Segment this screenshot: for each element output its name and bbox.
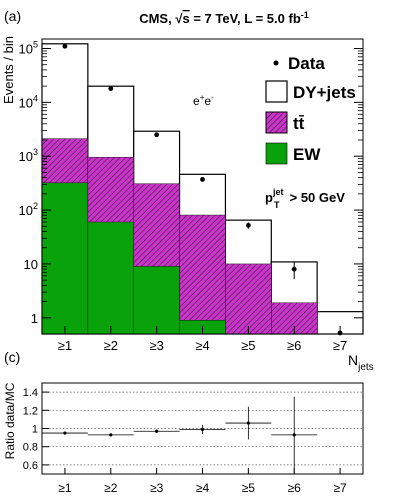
- bar-ew-1: [41, 182, 89, 335]
- legend-dy-swatch: [265, 80, 288, 103]
- top-axes: 1 10 102 103 104 105 ≥1 ≥2 ≥3 ≥4 ≥5 ≥6 ≥7: [19, 39, 363, 353]
- bar-ttbar-5: [225, 263, 272, 335]
- legend-item-dy: DY+jets: [265, 80, 356, 103]
- y-tick-label-1: 1: [31, 311, 38, 326]
- x-tick-label-top-5: ≥5: [241, 338, 255, 353]
- x-tick-label-top-1: ≥1: [58, 338, 72, 353]
- data-point-4: [200, 177, 205, 182]
- data-point-5: [245, 222, 251, 228]
- ratio-point-4: [200, 427, 205, 432]
- ratio-y-tick-label-5: 1.4: [23, 387, 38, 399]
- ratio-x-tick-label-6: ≥6: [288, 481, 302, 495]
- legend-item-ew: EW: [265, 142, 321, 165]
- ratio-x-tick-label-2: ≥2: [104, 481, 118, 495]
- ratio-point-5: [246, 421, 250, 425]
- ratio-x-tick-label-7: ≥7: [333, 481, 347, 495]
- bar-ew-3: [133, 266, 180, 335]
- channel-annotation: e+e-: [193, 93, 214, 108]
- x-axis-label-top: Njets: [348, 352, 374, 373]
- panel-tag-top: (a): [4, 8, 21, 24]
- x-tick-label-top-4: ≥4: [195, 338, 209, 353]
- legend-item-ttbar: tt̄: [265, 111, 305, 134]
- ratio-y-tick-label-4: 1.2: [23, 405, 38, 417]
- ratio-point-6: [292, 433, 296, 437]
- y-axis-label-bottom: Ratio data/MC: [3, 382, 17, 459]
- y-tick-label-5: 104: [19, 93, 38, 110]
- x-tick-label-top-6: ≥6: [287, 338, 301, 353]
- data-point-6: [291, 266, 297, 272]
- y-tick-label-4: 103: [19, 147, 38, 164]
- ratio-x-tick-label-4: ≥4: [196, 481, 210, 495]
- x-tick-label-top-2: ≥2: [104, 338, 118, 353]
- legend-ew-label: EW: [293, 145, 321, 164]
- ratio-points: [42, 396, 318, 474]
- y-tick-label-3: 102: [19, 201, 38, 218]
- x-tick-label-top-7: ≥7: [333, 338, 347, 353]
- ratio-grid: [42, 391, 363, 466]
- bar-ew-2: [87, 221, 134, 335]
- legend-ttbar-label: tt̄: [293, 114, 305, 133]
- y-tick-label-6: 105: [19, 39, 38, 56]
- ratio-y-tick-label-2: 0.8: [23, 442, 38, 454]
- bar-ttbar-4: [179, 214, 226, 335]
- data-point-1: [62, 43, 68, 49]
- legend-dy-label: DY+jets: [293, 83, 356, 102]
- ratio-y-tick-label-1: 0.6: [23, 460, 38, 472]
- ratio-point-3: [155, 429, 159, 433]
- ratio-x-tick-label-1: ≥1: [58, 481, 72, 495]
- y-tick-label-2: 10: [24, 257, 38, 272]
- legend: Data DY+jets tt̄ EW: [265, 54, 356, 165]
- chart-title: CMS, √s = 7 TeV, L = 5.0 fb-1: [139, 10, 309, 26]
- data-point-2: [108, 86, 114, 91]
- legend-item-data: Data: [273, 54, 325, 73]
- ratio-point-2: [109, 433, 113, 437]
- data-point-3: [154, 132, 160, 138]
- ratio-x-tick-label-3: ≥3: [150, 481, 164, 495]
- legend-ew-swatch: [265, 142, 288, 165]
- ratio-y-tick-label-3: 1: [32, 424, 38, 436]
- plot-frame-bottom: [41, 382, 364, 475]
- y-axis-label-top: Events / bin: [1, 36, 16, 104]
- panel-tag-bottom: (c): [4, 349, 20, 365]
- cut-annotation: pjet T > 50 GeV: [265, 187, 345, 210]
- ratio-point-1: [63, 431, 67, 435]
- legend-ttbar-swatch: [265, 111, 288, 134]
- plot-frame-top: [41, 38, 364, 335]
- ratio-x-tick-label-5: ≥5: [242, 481, 256, 495]
- legend-data-label: Data: [288, 54, 325, 73]
- bottom-axes: 0.6 0.8 1 1.2 1.4 ≥1 ≥2 ≥3 ≥4 ≥5 ≥6 ≥7: [23, 387, 347, 495]
- x-tick-label-top-3: ≥3: [149, 338, 163, 353]
- legend-data-marker: [273, 60, 279, 66]
